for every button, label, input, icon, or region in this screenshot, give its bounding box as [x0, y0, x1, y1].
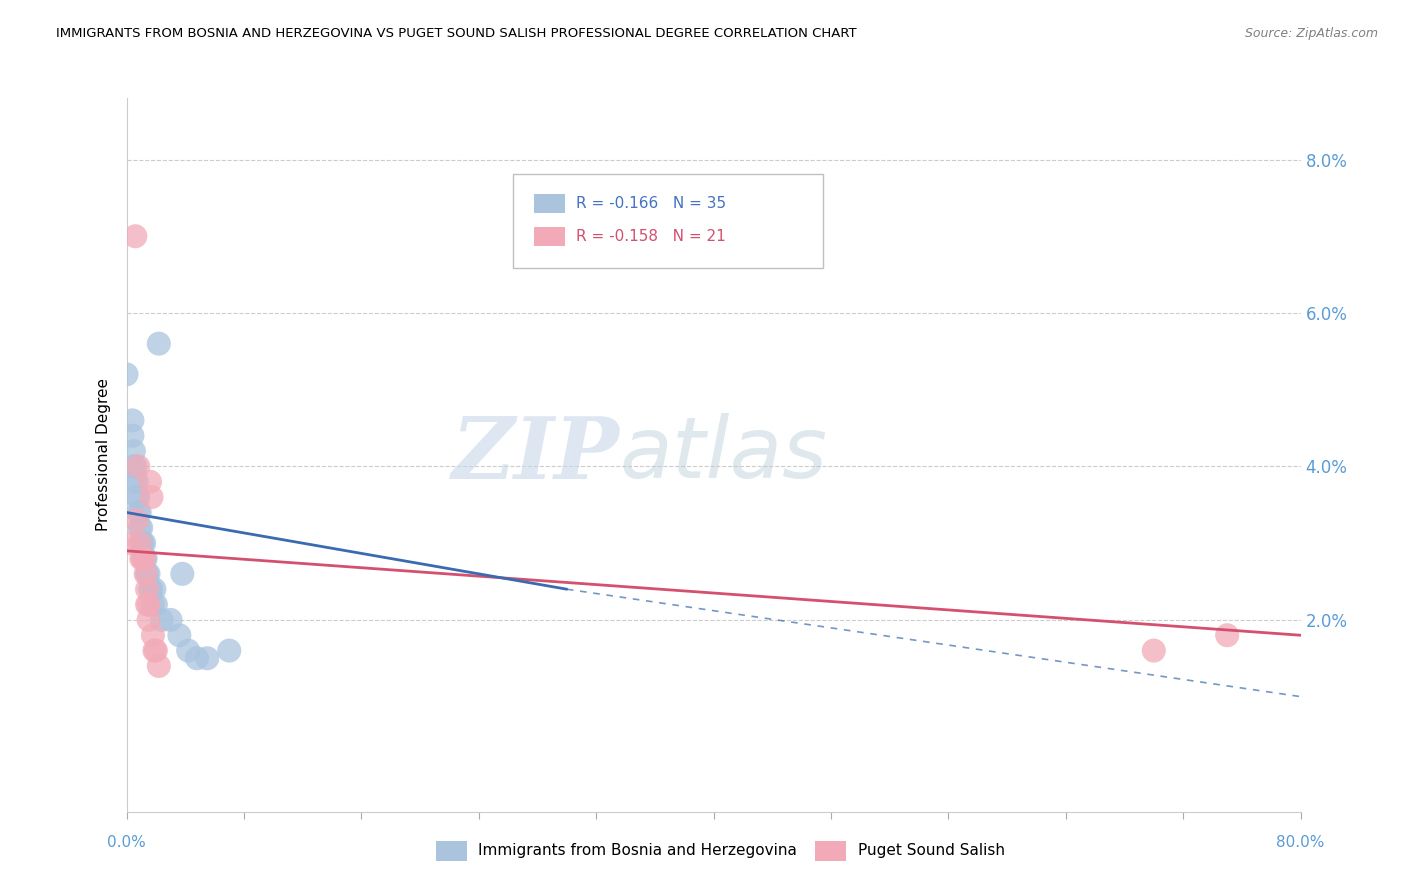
Point [195, 651, 218, 665]
Point [124, 475, 146, 489]
Text: R = -0.166   N = 35: R = -0.166 N = 35 [576, 196, 727, 211]
Point [142, 628, 165, 642]
Point [136, 582, 159, 597]
Point [127, 490, 149, 504]
Point [177, 643, 200, 657]
Point [150, 613, 173, 627]
Point [127, 459, 149, 474]
Point [121, 428, 143, 442]
Point [218, 643, 240, 657]
Text: Immigrants from Bosnia and Herzegovina: Immigrants from Bosnia and Herzegovina [478, 844, 797, 858]
Point [127, 506, 149, 520]
Point [186, 651, 208, 665]
Point [145, 643, 167, 657]
Point [141, 490, 163, 504]
Point [136, 598, 159, 612]
Text: atlas: atlas [620, 413, 828, 497]
Point [135, 551, 157, 566]
Point [128, 521, 150, 535]
Text: 80.0%: 80.0% [1277, 836, 1324, 850]
Point [142, 598, 165, 612]
Point [1216, 628, 1239, 642]
Point [121, 413, 143, 427]
Point [134, 536, 156, 550]
Point [169, 628, 191, 642]
Point [124, 459, 146, 474]
Point [129, 536, 152, 550]
Point [138, 566, 160, 581]
Text: ZIP: ZIP [451, 413, 620, 497]
Text: 0.0%: 0.0% [107, 836, 146, 850]
Point [125, 475, 148, 489]
Y-axis label: Professional Degree: Professional Degree [96, 378, 111, 532]
Text: Source: ZipAtlas.com: Source: ZipAtlas.com [1244, 27, 1378, 40]
Text: R = -0.158   N = 21: R = -0.158 N = 21 [576, 229, 727, 244]
Point [134, 551, 156, 566]
Point [122, 459, 145, 474]
Point [124, 229, 146, 244]
Point [141, 582, 163, 597]
Text: IMMIGRANTS FROM BOSNIA AND HERZEGOVINA VS PUGET SOUND SALISH PROFESSIONAL DEGREE: IMMIGRANTS FROM BOSNIA AND HERZEGOVINA V… [56, 27, 856, 40]
Point [138, 598, 160, 612]
Point [148, 336, 170, 351]
Point [122, 444, 145, 458]
Point [143, 582, 166, 597]
Point [129, 521, 152, 535]
Point [115, 368, 138, 382]
Point [159, 613, 181, 627]
Point [139, 475, 162, 489]
Point [1143, 643, 1166, 657]
Point [118, 536, 141, 550]
Point [131, 536, 153, 550]
Point [136, 566, 159, 581]
Point [125, 513, 148, 527]
Point [139, 582, 162, 597]
Point [128, 536, 150, 550]
Point [125, 490, 148, 504]
Text: Puget Sound Salish: Puget Sound Salish [858, 844, 1005, 858]
Point [131, 551, 153, 566]
Point [145, 598, 167, 612]
Point [143, 643, 166, 657]
Point [138, 613, 160, 627]
Point [172, 566, 194, 581]
Point [134, 551, 156, 566]
Point [148, 659, 170, 673]
Point [135, 566, 157, 581]
Point [128, 506, 150, 520]
Point [129, 551, 152, 566]
